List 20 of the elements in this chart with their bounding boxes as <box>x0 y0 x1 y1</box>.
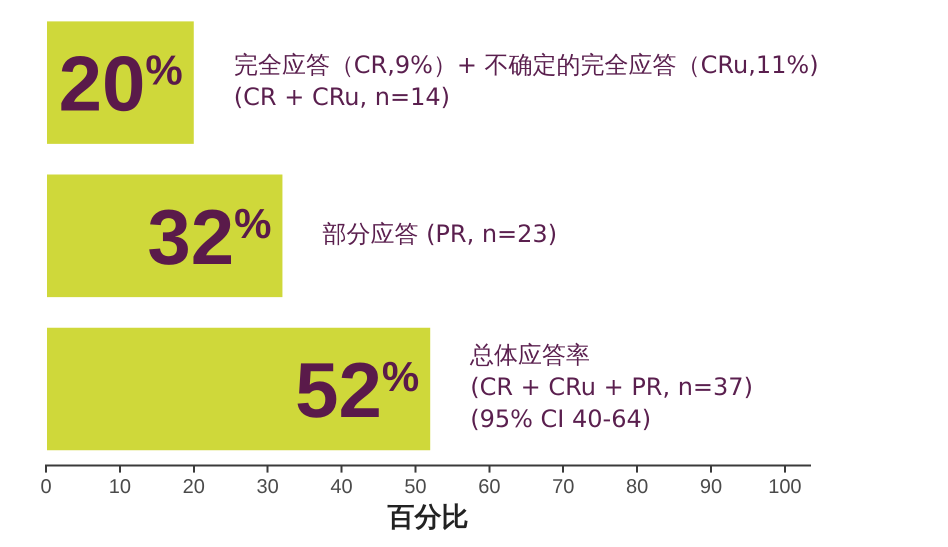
y-tick-label: 部分应答 (PR, n=23) <box>322 220 558 248</box>
x-tick-label: 50 <box>404 476 427 498</box>
bar <box>47 328 430 450</box>
x-tick-label: 20 <box>182 476 205 498</box>
x-tick-label: 100 <box>768 476 802 498</box>
x-tick-label: 90 <box>700 476 722 498</box>
data-label: 52% <box>295 346 420 434</box>
x-tick-label: 30 <box>256 476 279 498</box>
y-tick-label: 总体应答率 (CR + CRu + PR, n=37) (95% CI 40-64) <box>469 341 753 434</box>
x-tick-label: 80 <box>626 476 648 498</box>
x-tick-label: 10 <box>108 476 132 498</box>
bar <box>47 174 282 298</box>
data-label: 20% <box>58 40 183 128</box>
x-tick-label: 60 <box>478 476 500 498</box>
data-label: 32% <box>147 192 272 281</box>
x-tick-label: 40 <box>330 476 353 498</box>
x-tick-label: 70 <box>552 476 574 498</box>
x-tick-label: 0 <box>40 476 52 498</box>
x-axis-title: 百分比 <box>386 502 468 533</box>
y-tick-label: 完全应答（CR,9%）+ 不确定的完全应答（CRu,11%) (CR + CRu, n=14) <box>234 50 819 111</box>
